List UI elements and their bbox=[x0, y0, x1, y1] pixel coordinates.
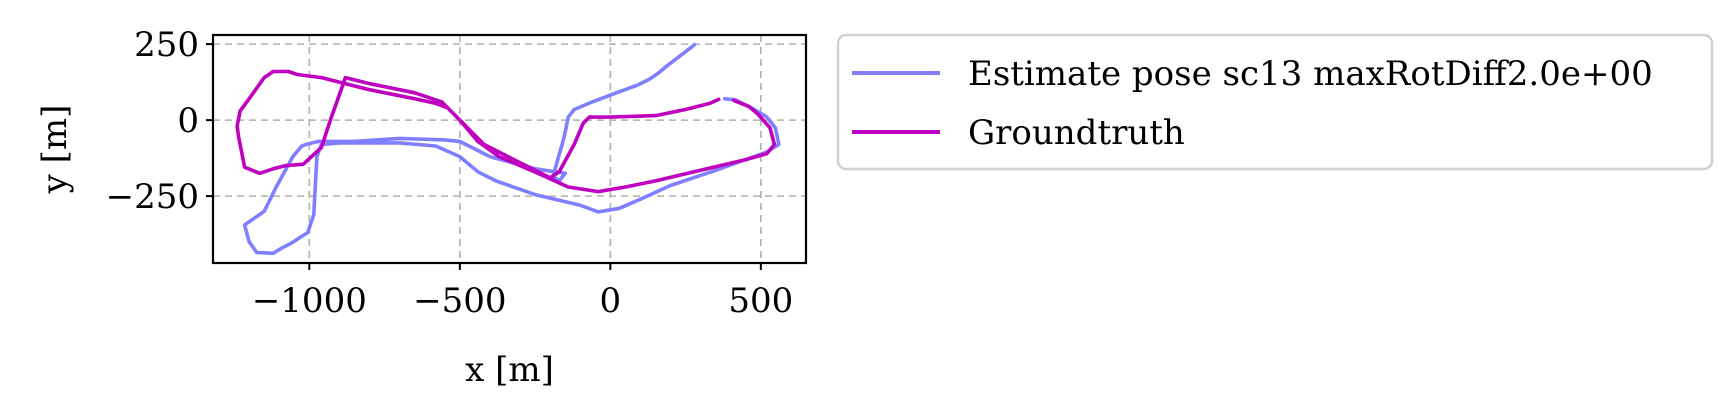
x-tick-label: 0 bbox=[600, 281, 622, 321]
legend-label-groundtruth: Groundtruth bbox=[968, 113, 1185, 153]
x-tick-label: −500 bbox=[413, 281, 506, 321]
x-tick-label: 500 bbox=[728, 281, 793, 321]
y-tick-label: 0 bbox=[177, 101, 199, 141]
y-tick-label: −250 bbox=[106, 177, 199, 217]
legend: Estimate pose sc13 maxRotDiff2.0e+00 Gro… bbox=[836, 33, 1714, 171]
y-axis-label: y [m] bbox=[35, 105, 75, 195]
x-axis-label: x [m] bbox=[465, 350, 554, 390]
legend-box bbox=[836, 33, 1714, 171]
y-tick-label: 250 bbox=[134, 25, 199, 65]
series-estimate-line bbox=[242, 42, 781, 256]
x-tick-label: −1000 bbox=[252, 281, 367, 321]
ticks: −1000 −500 0 500 250 0 −250 bbox=[106, 25, 794, 321]
grid bbox=[213, 35, 806, 263]
legend-label-estimate: Estimate pose sc13 maxRotDiff2.0e+00 bbox=[968, 54, 1653, 94]
series-groundtruth-line bbox=[235, 69, 777, 194]
series-layer bbox=[235, 42, 781, 256]
plot-frame bbox=[211, 33, 808, 265]
